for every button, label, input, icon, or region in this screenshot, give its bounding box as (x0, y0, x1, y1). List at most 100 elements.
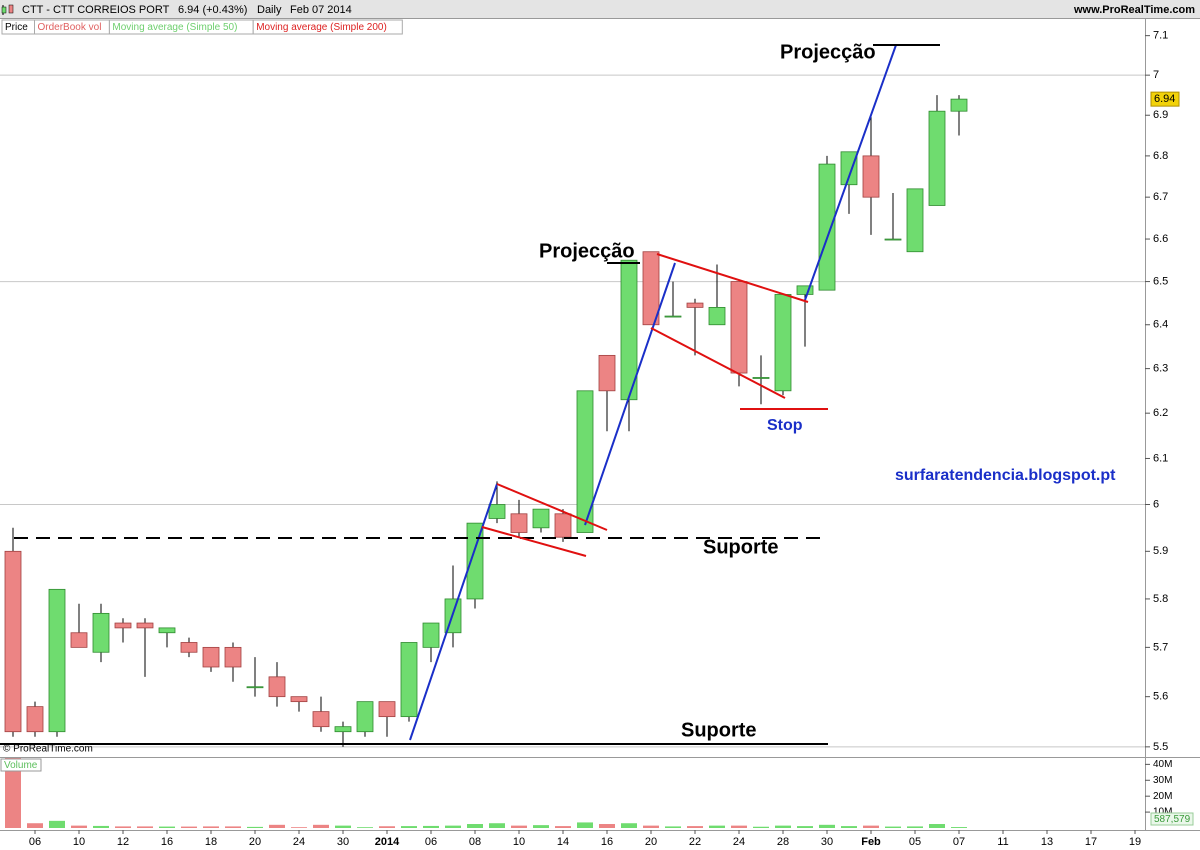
x-tick-label: 16 (161, 836, 173, 848)
candle-body (642, 251, 660, 326)
y-tick-label: 6.2 (1153, 407, 1168, 419)
y-tick-label: 5.5 (1153, 741, 1168, 753)
volume-bar (27, 823, 43, 828)
candle-body (224, 646, 242, 668)
volume-bar (401, 826, 417, 828)
volume-bar (797, 826, 813, 828)
volume-bar (863, 825, 879, 828)
x-tick-label: 22 (689, 836, 701, 848)
volume-bar (555, 826, 571, 828)
x-tick-label: 24 (733, 836, 745, 848)
candle-body (114, 622, 132, 629)
candle-body (70, 632, 88, 648)
candle-body (818, 163, 836, 291)
volume-bar (907, 826, 923, 828)
annotation: Projecção (539, 240, 635, 262)
x-tick-label: 24 (293, 836, 305, 848)
x-tick-label: Feb (861, 836, 881, 848)
channel-line (481, 526, 587, 557)
volume-bar (423, 825, 439, 828)
volume-title: Volume (4, 760, 38, 771)
volume-bar (643, 825, 659, 828)
x-tick-label: 07 (953, 836, 965, 848)
y-tick-label: 10M (1153, 807, 1172, 818)
volume-tab (0, 758, 42, 772)
y-tick-label: 6.5 (1153, 275, 1168, 287)
volume-bar (335, 825, 351, 828)
volume-bar (159, 826, 175, 828)
tabs: Price OrderBook vol Moving average (Simple… (1, 19, 403, 35)
x-tick-label: 05 (909, 836, 921, 848)
channel-line (650, 327, 786, 399)
volume-bar (929, 824, 945, 828)
tab-label: OrderBook vol (38, 22, 102, 33)
volume-bar (137, 826, 153, 828)
candle-body (796, 285, 814, 295)
candle-body (950, 98, 968, 112)
candle-body (510, 513, 528, 533)
x-tick-label: 19 (1129, 836, 1141, 848)
volume-bar (225, 826, 241, 828)
candle-body (598, 354, 616, 392)
candle-body (752, 377, 770, 379)
x-tick-label: 30 (821, 836, 833, 848)
volume-bar (753, 826, 769, 828)
x-tick-label: 16 (601, 836, 613, 848)
candle-body (136, 622, 154, 629)
x-tick-label: 14 (557, 836, 569, 848)
candle-body (840, 151, 858, 186)
candle-body (356, 701, 374, 733)
candle-body (532, 508, 550, 529)
candle-body (488, 504, 506, 519)
candle-body (334, 726, 352, 733)
volume-bar (313, 824, 329, 828)
volume-bar (533, 825, 549, 828)
volume-bar (115, 826, 131, 828)
price-label-box (1150, 91, 1180, 107)
channel-line (496, 483, 608, 531)
volume-bar (379, 826, 395, 828)
x-tick-label: 08 (469, 836, 481, 848)
volume-bar (621, 823, 637, 828)
candle-body (686, 302, 704, 308)
candle-body (290, 696, 308, 703)
x-tick-label: 17 (1085, 836, 1097, 848)
x-tick-label: 10 (513, 836, 525, 848)
volume-bar (467, 824, 483, 828)
volume-bar (93, 825, 109, 828)
y-tick-label: 6.7 (1153, 191, 1168, 203)
y-tick-label: 7 (1153, 69, 1159, 81)
volume-bar (731, 825, 747, 828)
volume-bar (951, 827, 967, 828)
candle-body (26, 706, 44, 733)
volume-bar (5, 758, 21, 828)
x-tick-label: 06 (29, 836, 41, 848)
x-tick-label: 20 (249, 836, 261, 848)
x-tick-label: 2014 (375, 836, 400, 848)
price-label: 6.94 (1154, 93, 1175, 105)
header-period: Daily (257, 4, 282, 16)
y-tick-label: 6.6 (1153, 233, 1168, 245)
candle-body (92, 612, 110, 653)
x-tick-label: 06 (425, 836, 437, 848)
volume-readout: 587,579 (1154, 814, 1191, 825)
header-title: CTT - CTT CORREIOS PORT (22, 4, 170, 16)
channel-line (656, 253, 809, 303)
y-tick-label: 6.8 (1153, 150, 1168, 162)
y-tick-label: 20M (1153, 791, 1172, 802)
candle-body (4, 550, 22, 733)
volume-bar (665, 826, 681, 828)
header-bar (0, 0, 1200, 18)
annotation: surfaratendencia.blogspot.pt (895, 467, 1116, 484)
y-tick-label: 5.9 (1153, 545, 1168, 557)
y-tick-label: 5.6 (1153, 691, 1168, 703)
volume-bar (599, 824, 615, 828)
candle-body (554, 513, 572, 538)
candle-body (378, 701, 396, 718)
candle-body (730, 281, 748, 374)
header-source: www.ProRealTime.com (1073, 4, 1195, 16)
y-tick-label: 6.4 (1153, 319, 1168, 331)
drawings (0, 44, 940, 745)
icon (1, 6, 7, 14)
